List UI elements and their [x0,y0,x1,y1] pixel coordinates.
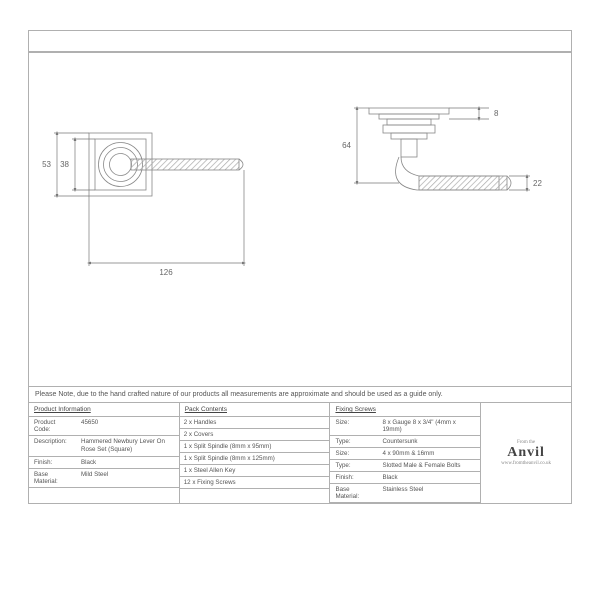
dim-126: 126 [159,268,173,277]
pack-contents-header: Pack Contents [180,403,330,417]
drawing-sheet: 38 53 126 [0,0,600,600]
side-view: 64 8 22 [342,108,542,190]
col-pack-contents: Pack Contents 2 x Handles 2 x Covers 1 x… [180,403,331,503]
drawing-viewport: 38 53 126 [28,52,572,387]
dim-22: 22 [533,179,542,188]
info-tables: Please Note, due to the hand crafted nat… [28,387,572,504]
product-info-header: Product Information [29,403,179,417]
dim-8: 8 [494,109,499,118]
col-fixing-screws: Fixing Screws Size:8 x Gauge 8 x 3/4" (4… [330,403,481,503]
front-view: 38 53 126 [42,133,244,277]
spec-table: Product Information Product Code:45650 D… [28,403,572,503]
title-strip [28,30,572,52]
technical-drawing: 38 53 126 [29,53,573,388]
col-logo: From the Anvil www.fromtheanvil.co.uk [481,403,571,503]
note-row: Please Note, due to the hand crafted nat… [28,387,572,403]
dim-64: 64 [342,141,351,150]
fixing-screws-header: Fixing Screws [330,403,480,417]
dim-38: 38 [60,160,69,169]
dim-53: 53 [42,160,51,169]
anvil-logo: From the Anvil www.fromtheanvil.co.uk [501,440,551,466]
col-product-info: Product Information Product Code:45650 D… [29,403,180,503]
